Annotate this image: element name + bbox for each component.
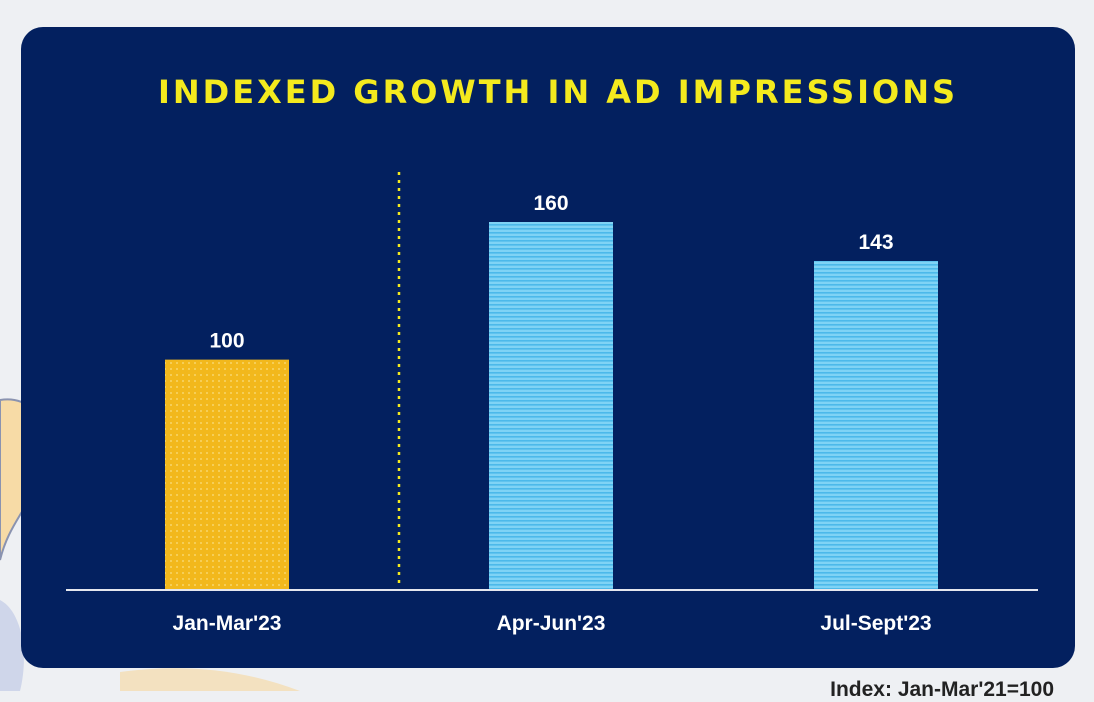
- value-label-group: 100 160 143: [209, 192, 893, 353]
- category-label-3: Jul-Sept'23: [820, 612, 931, 635]
- category-label-group: Jan-Mar'23 Apr-Jun'23 Jul-Sept'23: [173, 612, 932, 635]
- category-label-1: Jan-Mar'23: [173, 612, 282, 635]
- value-label-3: 143: [858, 231, 893, 254]
- category-label-2: Apr-Jun'23: [497, 612, 606, 635]
- bar-3: [814, 260, 938, 589]
- value-label-1: 100: [209, 330, 244, 353]
- bar-2: [489, 222, 613, 589]
- index-footnote: Index: Jan-Mar'21=100: [830, 678, 1054, 701]
- value-label-2: 160: [533, 192, 568, 215]
- chart-title: INDEXED GROWTH IN AD IMPRESSIONS: [158, 73, 958, 111]
- bar-group: [165, 222, 938, 589]
- bar-1: [165, 359, 289, 589]
